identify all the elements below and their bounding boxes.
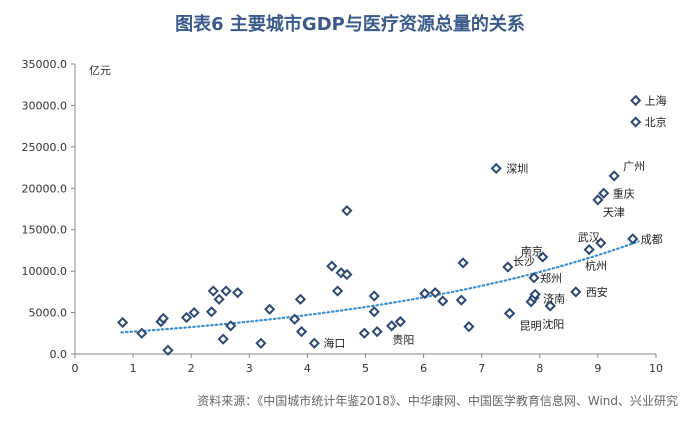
- city-label: 上海: [645, 93, 667, 107]
- data-point-labeled: [595, 237, 607, 249]
- data-point: [368, 290, 380, 302]
- data-point: [341, 205, 353, 217]
- data-point: [217, 333, 229, 345]
- data-point: [162, 344, 174, 356]
- y-tick-label: 30000.0: [22, 99, 68, 112]
- data-point: [207, 285, 219, 297]
- data-point: [371, 326, 383, 338]
- x-tick-label: 4: [304, 362, 311, 375]
- data-point: [220, 285, 232, 297]
- city-label: 郑州: [540, 271, 562, 285]
- data-point-labeled: [544, 300, 556, 312]
- x-tick-label: 0: [72, 362, 79, 375]
- data-point: [157, 312, 169, 324]
- data-point: [419, 287, 431, 300]
- data-point-labeled: [630, 116, 642, 128]
- city-label: 昆明: [520, 319, 542, 332]
- data-point: [358, 327, 370, 339]
- city-label: 西安: [586, 285, 608, 299]
- x-tick-label: 10: [649, 362, 663, 375]
- data-point-labeled: [630, 94, 642, 107]
- y-tick-label: 35000.0: [22, 58, 68, 71]
- city-label: 武汉: [578, 231, 600, 244]
- source-note: 资料来源：《中国城市统计年鉴2018》、中华康网、中国医学教育信息网、Wind、…: [197, 394, 678, 408]
- data-point: [136, 327, 148, 339]
- x-tick-label: 9: [594, 362, 601, 375]
- x-tick-label: 8: [536, 362, 543, 375]
- data-point-labeled: [583, 243, 595, 256]
- y-tick-label: 25000.0: [22, 141, 68, 154]
- city-label: 重庆: [613, 186, 635, 200]
- data-point: [225, 320, 237, 332]
- data-point-labeled: [503, 307, 516, 320]
- data-point: [386, 320, 398, 332]
- y-tick-label: 15000.0: [22, 224, 68, 237]
- x-tick-label: 5: [362, 362, 369, 375]
- data-point: [188, 306, 200, 319]
- data-point: [117, 316, 129, 329]
- data-point-labeled: [598, 187, 610, 199]
- data-point-labeled: [570, 286, 582, 298]
- data-point: [463, 321, 475, 333]
- data-point: [205, 306, 218, 318]
- data-point-labeled: [490, 162, 502, 175]
- city-label: 天津: [603, 206, 625, 219]
- data-point-labeled: [537, 251, 549, 263]
- data-point: [455, 294, 467, 306]
- x-tick-label: 3: [246, 362, 253, 375]
- data-point: [341, 268, 353, 281]
- data-point-labeled: [608, 170, 620, 182]
- data-point: [180, 311, 193, 324]
- y-tick-label: 5000.0: [29, 307, 68, 320]
- data-point: [289, 313, 301, 325]
- data-point: [213, 293, 225, 305]
- city-label: 海口: [323, 336, 345, 350]
- y-tick-label: 0.0: [50, 348, 68, 361]
- data-point: [264, 303, 276, 315]
- trend-line: [120, 240, 640, 334]
- city-label: 深圳: [506, 162, 528, 175]
- city-label: 广州: [623, 160, 645, 173]
- city-label: 贵阳: [392, 334, 414, 347]
- y-axis-unit-label: 亿元: [89, 64, 111, 77]
- data-point: [326, 260, 338, 272]
- city-label: 南京: [521, 244, 543, 258]
- x-tick-label: 1: [130, 362, 137, 375]
- x-tick-label: 2: [188, 362, 195, 375]
- y-tick-label: 10000.0: [22, 265, 68, 278]
- data-point-labeled: [502, 261, 514, 273]
- data-point: [437, 295, 449, 307]
- y-tick-label: 20000.0: [22, 182, 68, 195]
- data-point: [331, 285, 344, 297]
- city-label: 杭州: [585, 259, 607, 273]
- data-point: [255, 337, 267, 349]
- city-label: 北京: [645, 115, 667, 129]
- data-point: [368, 306, 380, 318]
- data-point-labeled: [627, 233, 639, 245]
- x-tick-label: 7: [478, 362, 485, 375]
- data-point-labeled: [592, 194, 604, 206]
- data-point-labeled: [528, 272, 540, 284]
- data-point: [429, 287, 441, 299]
- city-label: 济南: [543, 291, 565, 305]
- data-point-labeled: [394, 316, 406, 328]
- city-label: 沈阳: [542, 317, 564, 331]
- data-point-labeled: [308, 337, 320, 349]
- data-point-labeled: [529, 288, 541, 300]
- chart-title: 图表6 主要城市GDP与医疗资源总量的关系: [175, 14, 525, 35]
- x-tick-label: 6: [420, 362, 427, 375]
- city-label: 成都: [641, 233, 663, 246]
- city-label: 长沙: [513, 255, 535, 268]
- data-point: [294, 293, 307, 305]
- data-point: [295, 326, 308, 338]
- data-point: [457, 257, 469, 269]
- data-point: [232, 287, 244, 299]
